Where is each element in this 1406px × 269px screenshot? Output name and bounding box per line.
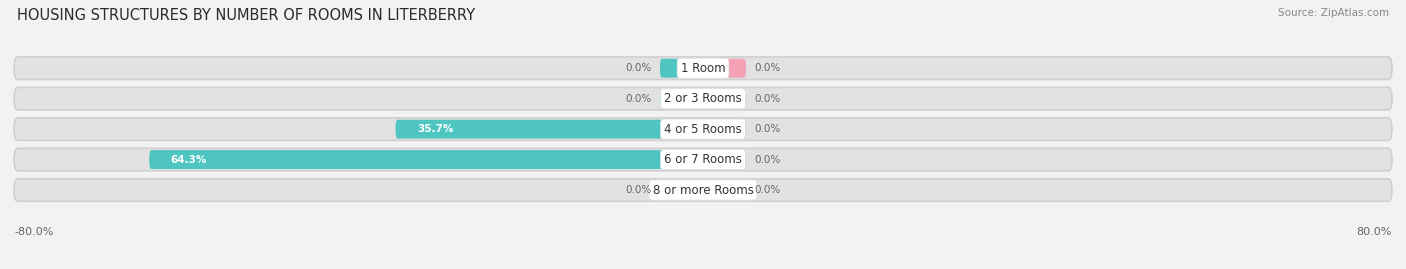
FancyBboxPatch shape [703, 59, 747, 78]
Text: 8 or more Rooms: 8 or more Rooms [652, 183, 754, 197]
Text: 0.0%: 0.0% [626, 63, 651, 73]
FancyBboxPatch shape [703, 120, 747, 139]
FancyBboxPatch shape [659, 89, 703, 108]
FancyBboxPatch shape [703, 89, 747, 108]
Text: Source: ZipAtlas.com: Source: ZipAtlas.com [1278, 8, 1389, 18]
FancyBboxPatch shape [149, 150, 703, 169]
FancyBboxPatch shape [395, 120, 703, 139]
FancyBboxPatch shape [14, 148, 1392, 171]
FancyBboxPatch shape [14, 57, 1392, 79]
Text: 0.0%: 0.0% [755, 185, 780, 195]
FancyBboxPatch shape [14, 118, 1392, 140]
Text: 0.0%: 0.0% [755, 155, 780, 165]
Text: 0.0%: 0.0% [755, 63, 780, 73]
Text: HOUSING STRUCTURES BY NUMBER OF ROOMS IN LITERBERRY: HOUSING STRUCTURES BY NUMBER OF ROOMS IN… [17, 8, 475, 23]
Text: 35.7%: 35.7% [418, 124, 454, 134]
Text: 0.0%: 0.0% [626, 185, 651, 195]
Text: 0.0%: 0.0% [755, 124, 780, 134]
FancyBboxPatch shape [659, 59, 703, 78]
FancyBboxPatch shape [703, 150, 747, 169]
Text: 64.3%: 64.3% [170, 155, 207, 165]
Text: 80.0%: 80.0% [1357, 226, 1392, 236]
Text: 6 or 7 Rooms: 6 or 7 Rooms [664, 153, 742, 166]
FancyBboxPatch shape [14, 87, 1392, 110]
Text: 2 or 3 Rooms: 2 or 3 Rooms [664, 92, 742, 105]
Text: 0.0%: 0.0% [755, 94, 780, 104]
Text: 1 Room: 1 Room [681, 62, 725, 75]
Text: 0.0%: 0.0% [626, 94, 651, 104]
Text: 4 or 5 Rooms: 4 or 5 Rooms [664, 123, 742, 136]
FancyBboxPatch shape [14, 179, 1392, 201]
FancyBboxPatch shape [659, 180, 703, 200]
FancyBboxPatch shape [703, 180, 747, 200]
Text: -80.0%: -80.0% [14, 226, 53, 236]
